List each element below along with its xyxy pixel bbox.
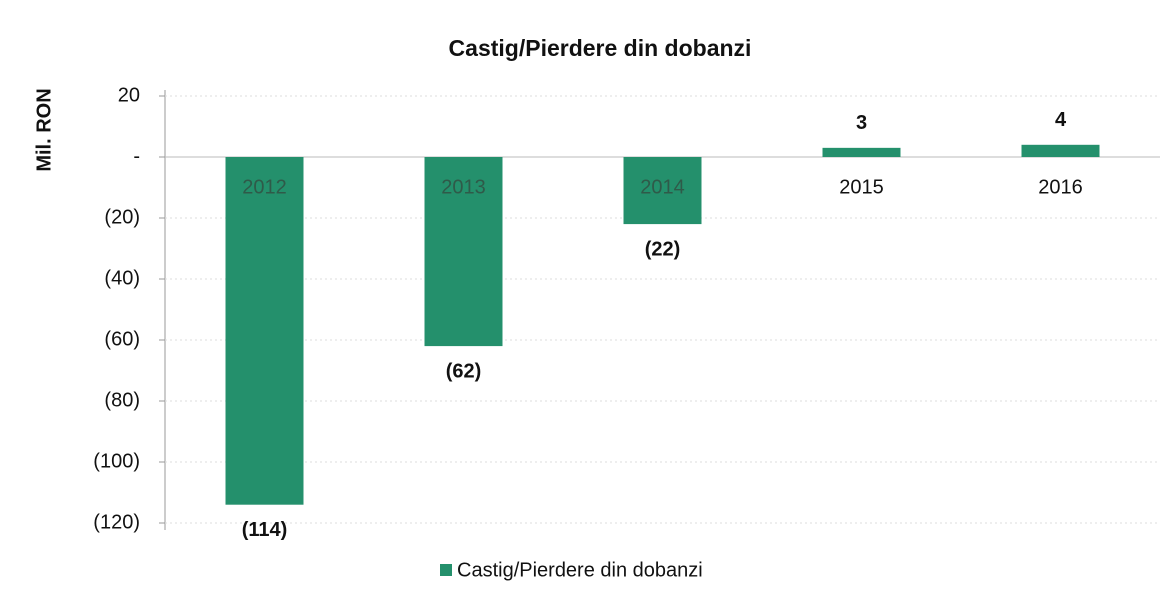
y-tick-label: (100) xyxy=(93,450,140,472)
data-label: 3 xyxy=(856,112,867,134)
x-tick-label: 2015 xyxy=(839,176,884,198)
data-label: (114) xyxy=(242,519,288,541)
y-tick-label: 20 xyxy=(118,84,140,106)
data-label: 4 xyxy=(1055,109,1067,131)
legend-label: Castig/Pierdere din dobanzi xyxy=(457,559,703,581)
y-tick-label: - xyxy=(133,145,140,167)
bar xyxy=(623,157,702,225)
y-tick-label: (20) xyxy=(104,206,140,228)
y-tick-label: (80) xyxy=(104,389,140,411)
x-tick-label: 2014 xyxy=(640,176,685,198)
legend-swatch xyxy=(440,564,452,576)
data-label: (62) xyxy=(446,360,482,382)
bar xyxy=(225,157,304,505)
bar xyxy=(822,147,901,157)
y-tick-label: (60) xyxy=(104,328,140,350)
x-tick-label: 2013 xyxy=(441,176,486,198)
y-axis-label: Mil. RON xyxy=(33,88,55,171)
x-tick-label: 2012 xyxy=(242,176,287,198)
x-tick-label: 2016 xyxy=(1038,176,1083,198)
chart-title: Castig/Pierdere din dobanzi xyxy=(449,35,752,61)
bar xyxy=(1021,144,1100,157)
y-tick-label: (40) xyxy=(104,267,140,289)
y-tick-label: (120) xyxy=(93,511,140,533)
data-label: (22) xyxy=(645,238,681,260)
bar xyxy=(424,157,503,347)
